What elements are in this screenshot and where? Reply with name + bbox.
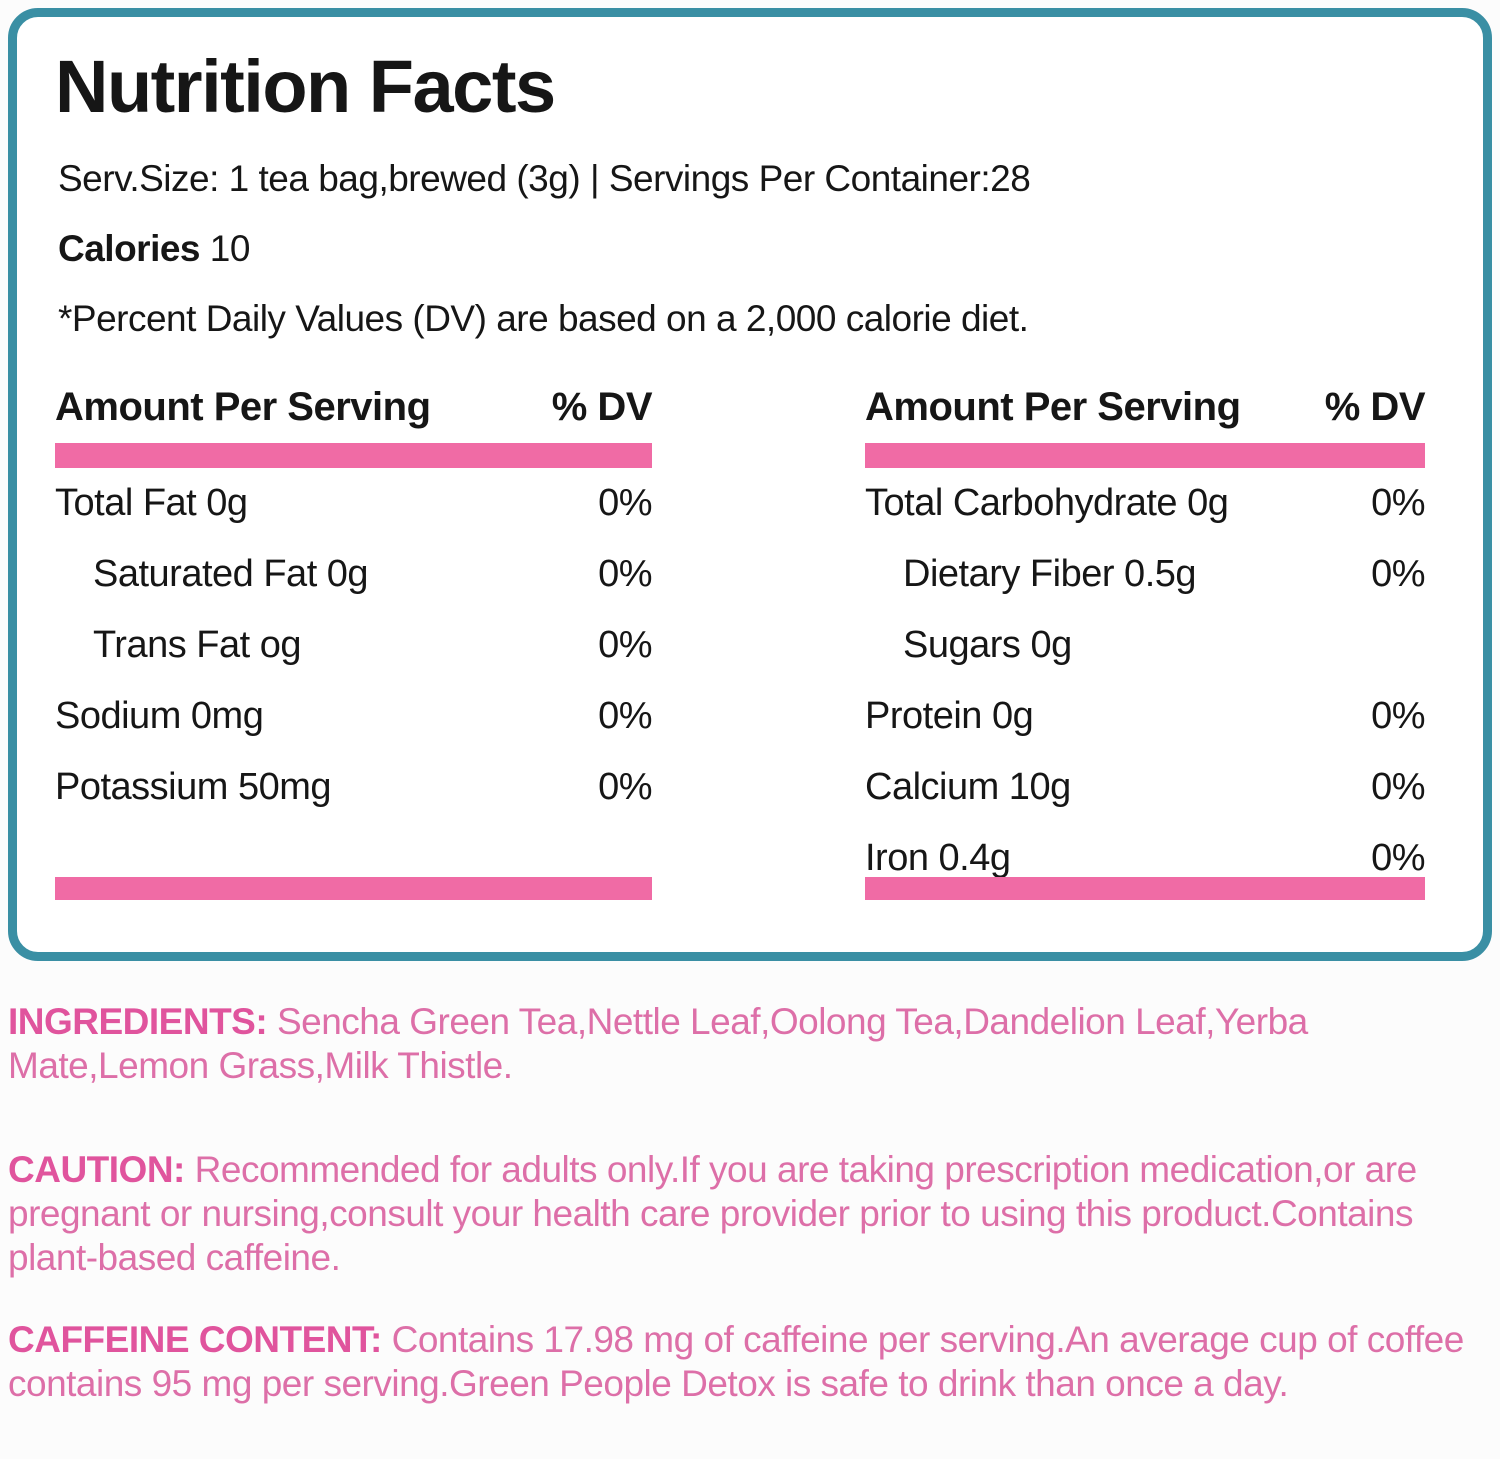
nutrition-facts-title: Nutrition Facts	[55, 45, 556, 128]
caffeine-content-section: CAFFEINE CONTENT: Contains 17.98 mg of c…	[8, 1318, 1492, 1406]
nutrient-dv-value: 0%	[1371, 482, 1425, 524]
nutrient-row-iron: Iron 0.4g 0%	[865, 823, 1425, 894]
nutrient-dv-value: 0%	[1371, 766, 1425, 808]
caffeine-content-text: Contains 17.98 mg of caffeine per servin…	[8, 1319, 1464, 1404]
percent-dv-header: % DV	[551, 385, 653, 429]
nutrient-label: Trans Fat og	[93, 624, 302, 666]
nutrient-label: Dietary Fiber 0.5g	[903, 553, 1197, 595]
pink-bottom-bar-left	[55, 877, 652, 900]
pink-divider-bar	[55, 443, 652, 468]
ingredients-text: Sencha Green Tea,Nettle Leaf,Oolong Tea,…	[8, 1001, 1308, 1086]
nutrient-label: Potassium 50mg	[55, 766, 332, 808]
amount-per-serving-header: Amount Per Serving	[865, 385, 1241, 429]
nutrient-label: Iron 0.4g	[865, 837, 1011, 879]
nutrient-label: Total Carbohydrate 0g	[865, 482, 1229, 524]
nutrient-row-sugars: Sugars 0g	[865, 610, 1425, 681]
nutrition-column-right: Amount Per Serving % DV Total Carbohydra…	[865, 385, 1426, 894]
nutrient-label: Total Fat 0g	[55, 482, 248, 524]
caution-heading: CAUTION:	[8, 1149, 185, 1190]
nutrient-dv-value: 0%	[598, 624, 652, 666]
calories-line: Calories 10	[58, 228, 250, 270]
nutrient-row-sodium: Sodium 0mg 0%	[55, 681, 652, 752]
nutrient-dv-value: 0%	[598, 766, 652, 808]
caution-text: Recommended for adults only.If you are t…	[8, 1149, 1417, 1278]
nutrition-column-left: Amount Per Serving % DV Total Fat 0g 0% …	[55, 385, 653, 823]
amount-per-serving-header: Amount Per Serving	[55, 385, 431, 429]
nutrient-row-potassium: Potassium 50mg 0%	[55, 752, 652, 823]
column-header: Amount Per Serving % DV	[865, 385, 1426, 430]
nutrient-dv-value: 0%	[598, 695, 652, 737]
percent-dv-header: % DV	[1324, 385, 1426, 429]
calories-label: Calories	[58, 228, 201, 269]
ingredients-section: INGREDIENTS: Sencha Green Tea,Nettle Lea…	[8, 1000, 1492, 1088]
nutrient-label: Sodium 0mg	[55, 695, 264, 737]
nutrient-dv-value: 0%	[598, 553, 652, 595]
calories-value: 10	[209, 228, 251, 269]
nutrient-row-saturated-fat: Saturated Fat 0g 0%	[55, 539, 652, 610]
nutrient-label: Saturated Fat 0g	[93, 553, 369, 595]
nutrient-dv-value: 0%	[1371, 695, 1425, 737]
column-header: Amount Per Serving % DV	[55, 385, 653, 430]
nutrient-dv-value: 0%	[1371, 553, 1425, 595]
nutrient-label: Protein 0g	[865, 695, 1034, 737]
nutrient-row-calcium: Calcium 10g 0%	[865, 752, 1425, 823]
nutrient-dv-value: 0%	[598, 482, 652, 524]
nutrient-row-total-carbohydrate: Total Carbohydrate 0g 0%	[865, 468, 1425, 539]
pink-divider-bar	[865, 443, 1425, 468]
nutrient-label: Calcium 10g	[865, 766, 1071, 808]
nutrient-label: Sugars 0g	[903, 624, 1072, 666]
nutrient-dv-value: 0%	[1371, 837, 1425, 879]
caution-section: CAUTION: Recommended for adults only.If …	[8, 1148, 1492, 1280]
nutrient-row-protein: Protein 0g 0%	[865, 681, 1425, 752]
serving-size-line: Serv.Size: 1 tea bag,brewed (3g) | Servi…	[58, 158, 1031, 199]
daily-value-note: *Percent Daily Values (DV) are based on …	[58, 298, 1029, 339]
nutrition-label-box	[8, 8, 1492, 961]
caffeine-content-heading: CAFFEINE CONTENT:	[8, 1319, 382, 1360]
nutrient-row-trans-fat: Trans Fat og 0%	[55, 610, 652, 681]
ingredients-heading: INGREDIENTS:	[8, 1001, 268, 1042]
nutrient-row-dietary-fiber: Dietary Fiber 0.5g 0%	[865, 539, 1425, 610]
nutrient-row-total-fat: Total Fat 0g 0%	[55, 468, 652, 539]
pink-bottom-bar-right	[865, 877, 1425, 900]
